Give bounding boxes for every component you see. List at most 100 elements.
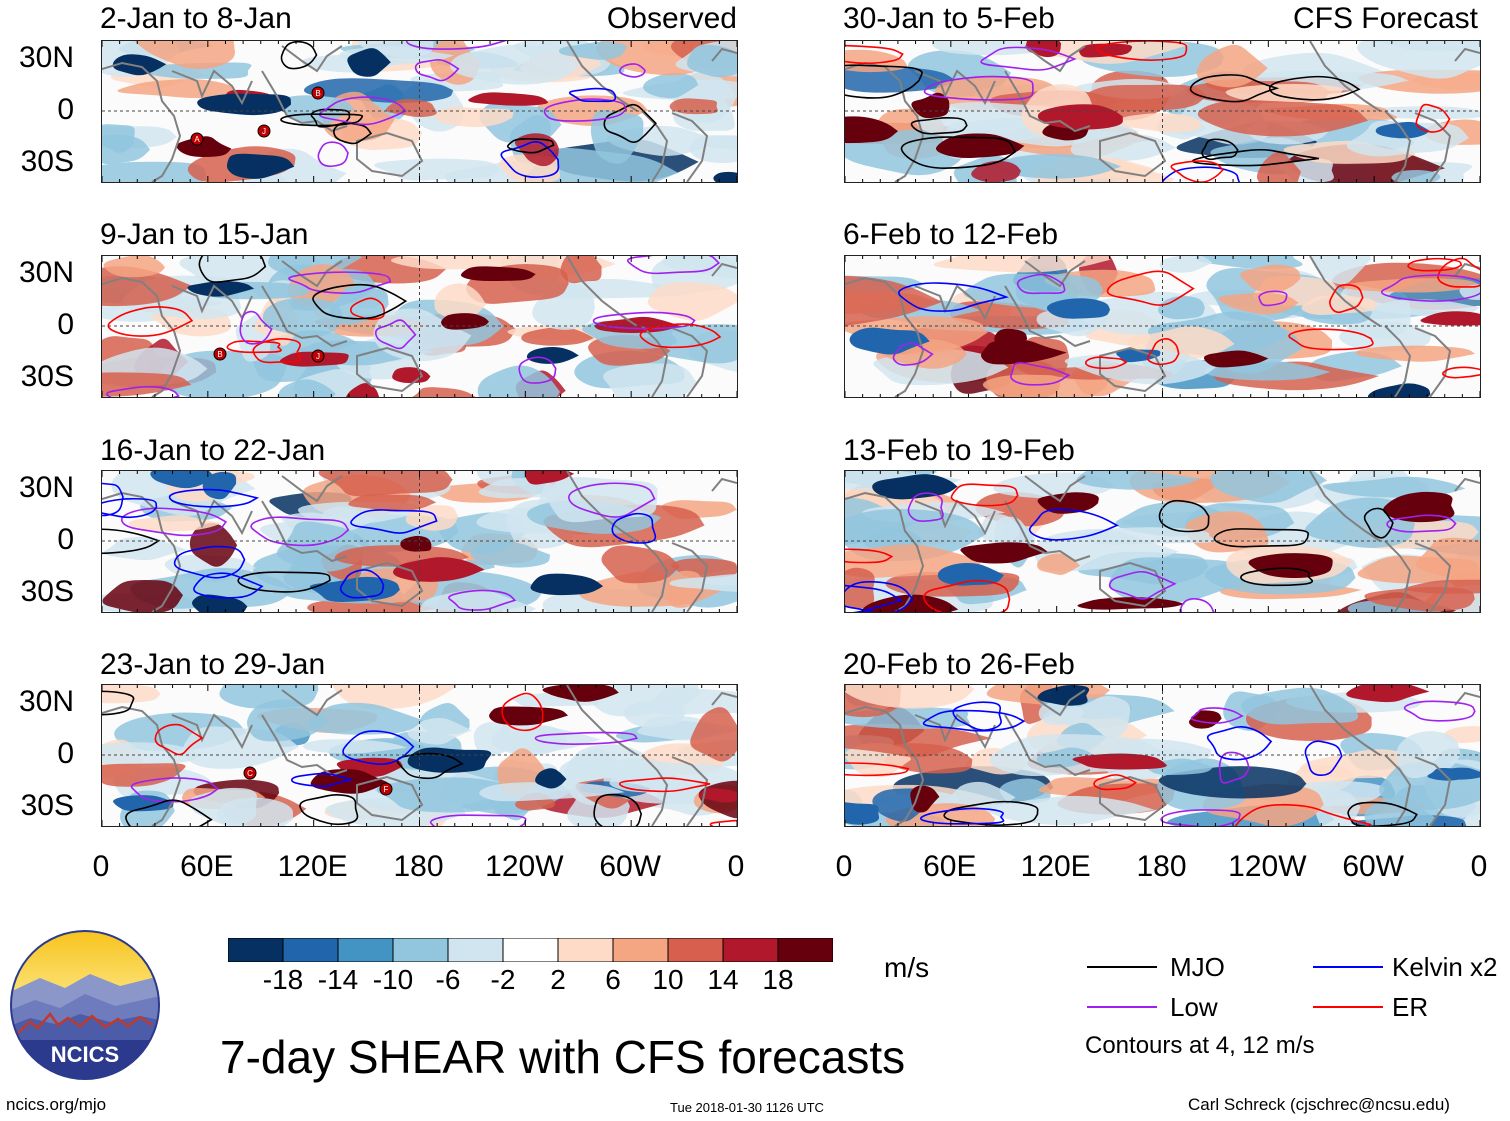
kelvin-contour [845, 584, 904, 612]
coastline [1454, 691, 1480, 706]
shear-blob [514, 133, 559, 167]
shear-blob [102, 124, 135, 153]
shear-core [530, 573, 604, 596]
coastline [356, 775, 424, 822]
low-contour [250, 516, 350, 547]
kelvin-contour [1028, 508, 1119, 541]
low-contour [1258, 290, 1288, 307]
shear-core [226, 153, 295, 179]
coastline [1384, 540, 1412, 612]
kelvin-contour [173, 545, 246, 579]
legend-label-kelvin: Kelvin x2 [1392, 952, 1498, 982]
shear-blob [1037, 553, 1081, 575]
lon-label-left-4: 120W [485, 850, 564, 883]
lat-label-row4-0: 0 [57, 737, 74, 770]
shear-blob [491, 723, 601, 753]
panel-title-7: 13-Feb to 19-Feb [843, 434, 1075, 467]
map-panel-2jan-8jan: A J B [101, 40, 738, 183]
shear-blob [648, 282, 737, 321]
shear-blob [1343, 278, 1480, 293]
coastline [1414, 327, 1452, 397]
shear-blob [102, 161, 207, 182]
er-contour [501, 692, 544, 732]
coastline [1309, 256, 1381, 327]
shear-core [542, 685, 619, 702]
shear-blob [521, 327, 594, 346]
er-contour [1084, 356, 1128, 370]
shear-core [910, 785, 940, 813]
coastline [261, 285, 348, 348]
coastline [845, 491, 925, 612]
storm-label: A [194, 135, 200, 144]
shear-blob [102, 685, 161, 704]
legend [1085, 945, 1505, 1055]
colorbar-swatch-9 [722, 937, 779, 963]
colorbar-swatch-5 [502, 937, 559, 963]
low-contour [1180, 597, 1215, 612]
lon-label-right-5: 60W [1342, 850, 1404, 883]
mjo-contour [1213, 528, 1309, 548]
lon-label-right-2: 120E [1020, 850, 1091, 883]
colorbar-swatch-2 [337, 937, 394, 963]
map-svg-p3 [102, 471, 737, 612]
shear-blob [994, 154, 1122, 179]
shear-blob [434, 107, 514, 128]
low-contour [907, 492, 944, 523]
storm-label: J [262, 127, 266, 136]
coastline [1414, 756, 1452, 826]
colorbar-tick-7: 10 [652, 964, 684, 995]
kelvin-contour [342, 730, 415, 765]
er-contour [1234, 803, 1373, 826]
low-contour [1403, 700, 1476, 722]
shear-core [980, 339, 1067, 365]
kelvin-contour [168, 488, 260, 508]
shear-core [1078, 43, 1133, 58]
storm-marker [243, 766, 257, 780]
low-contour [239, 310, 273, 345]
colorbar-swatches [227, 937, 834, 963]
coastline [281, 45, 343, 73]
low-contour [543, 98, 627, 122]
low-contour [429, 814, 527, 826]
mjo-contour [1189, 74, 1280, 103]
low-contour [106, 385, 180, 397]
coastline [711, 477, 737, 492]
er-contour [1106, 270, 1195, 306]
coastline [566, 41, 638, 112]
kelvin-contour [922, 709, 1026, 732]
shear-core [192, 594, 248, 612]
lon-label-left-0: 0 [92, 850, 110, 883]
map-svg-p6 [845, 256, 1480, 397]
low-contour [923, 75, 1034, 101]
coastline [1004, 714, 1091, 777]
colorbar-tick-0: -18 [262, 964, 304, 995]
coastline [102, 705, 182, 826]
lon-label-left-5: 60W [599, 850, 661, 883]
shear-core [1037, 685, 1090, 706]
coastline [845, 705, 925, 826]
kelvin-contour [611, 512, 657, 544]
kelvin-contour [568, 87, 617, 103]
shear-core [872, 474, 958, 500]
shear-core [345, 383, 380, 397]
low-contour [120, 507, 228, 537]
coastline [641, 110, 669, 182]
coastline [671, 327, 709, 397]
coastline [711, 691, 737, 706]
shear-blob [845, 685, 975, 709]
shear-blob [546, 477, 658, 523]
mjo-contour [280, 113, 364, 127]
shear-core [112, 54, 167, 76]
shear-core [1188, 710, 1222, 729]
storm-label: C [247, 769, 253, 778]
coastline [1099, 775, 1167, 822]
coastline [641, 325, 669, 397]
er-contour [1093, 774, 1138, 791]
colorbar-swatch-0 [227, 937, 284, 963]
coastline [1414, 112, 1452, 182]
kelvin-contour [952, 701, 1002, 731]
shear-core [113, 795, 174, 812]
mjo-contour [1268, 75, 1361, 101]
shear-blob [1355, 345, 1476, 362]
coastline [102, 61, 182, 182]
